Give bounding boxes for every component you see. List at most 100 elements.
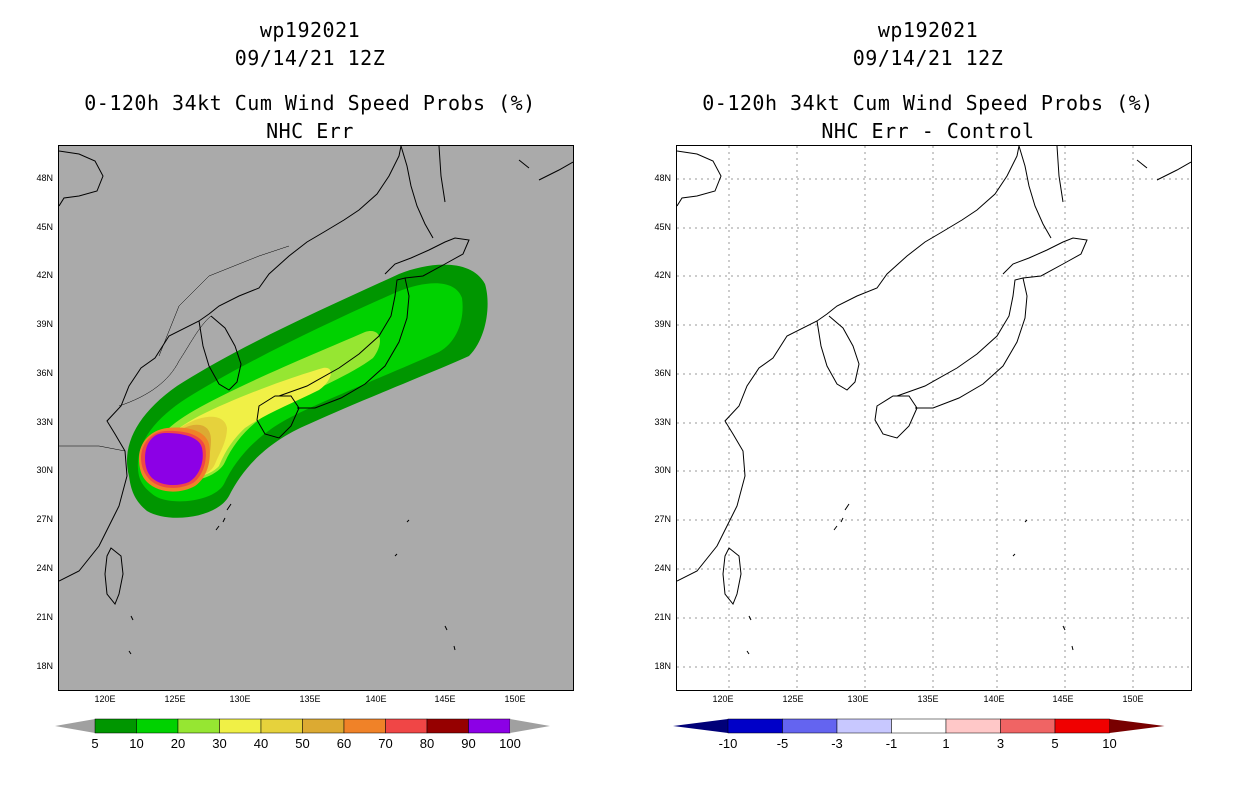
coast-japan-hokkaido [1002, 237, 1088, 279]
left-lat-label-30n: 30N [36, 465, 53, 475]
right-colorbar-swatch-1 [782, 718, 838, 734]
right-colorbar-swatch-5 [1000, 718, 1056, 734]
right-lon-label-145e: 145E [1052, 694, 1074, 704]
right-colorbar [673, 718, 1165, 734]
right-lat-label-42n: 42N [654, 270, 671, 280]
left-lon-label-130e: 130E [229, 694, 251, 704]
right-coastlines [677, 146, 1191, 655]
right-lat-label-48n: 48N [654, 173, 671, 183]
left-colorbar-swatch-6 [343, 718, 386, 734]
left-lat-label-33n: 33N [36, 417, 53, 427]
right-colorbar-label-2: -3 [831, 736, 843, 751]
left-coastlines [59, 146, 573, 655]
left-colorbar-swatch-0 [94, 718, 137, 734]
left-colorbar-label-6: 60 [336, 736, 352, 751]
left-colorbar-label-8: 80 [419, 736, 435, 751]
left-colorbar-label-1: 10 [129, 736, 144, 751]
right-lat-label-30n: 30N [654, 465, 671, 475]
right-colorbar-swatch-3 [891, 718, 947, 734]
left-colorbar-label-9: 90 [461, 736, 476, 751]
coast-japan-kyushu [874, 395, 918, 439]
coast-taiwan [104, 547, 124, 605]
left-lat-label-45n: 45N [36, 222, 53, 232]
coast-japan-honshu [896, 277, 1028, 409]
right-title-datetime: 09/14/21 12Z [852, 46, 1004, 70]
left-title-product: 0-120h 34kt Cum Wind Speed Probs (%) [84, 91, 536, 115]
left-lon-label-145e: 145E [434, 694, 456, 704]
left-colorbar-swatch-4 [260, 718, 303, 734]
right-colorbar-label-7: 10 [1102, 736, 1117, 751]
left-lat-label-27n: 27N [36, 514, 53, 524]
left-colorbar [55, 718, 550, 734]
right-lon-label-135e: 135E [917, 694, 939, 704]
left-map-panel [58, 145, 574, 691]
coast-china-korea [677, 146, 1020, 582]
right-colorbar-swatch-0 [727, 718, 783, 734]
coast-sakhalin-russia [400, 146, 573, 239]
left-map-svg [59, 146, 573, 655]
left-lat-label-21n: 21N [36, 612, 53, 622]
coast-sakhalin-russia [1018, 146, 1191, 239]
right-lat-label-36n: 36N [654, 368, 671, 378]
left-colorbar-low-arrow [55, 719, 95, 733]
left-colorbar-high-arrow [510, 719, 550, 733]
left-lon-label-120e: 120E [94, 694, 116, 704]
right-map-panel [676, 145, 1192, 691]
left-borders [59, 245, 290, 452]
left-title-subtitle: NHC Err [266, 119, 354, 143]
left-colorbar-swatch-3 [219, 718, 262, 734]
left-colorbar-label-2: 20 [170, 736, 186, 751]
right-colorbar-swatch-6 [1054, 718, 1110, 734]
left-lon-label-140e: 140E [365, 694, 387, 704]
coast-japan-hokkaido [384, 237, 470, 279]
coast-taiwan [722, 547, 742, 605]
left-colorbar-swatch-1 [136, 718, 179, 734]
right-lat-label-33n: 33N [654, 417, 671, 427]
coast-islands [128, 503, 456, 655]
coast-islands [746, 503, 1074, 655]
right-lon-label-130e: 130E [847, 694, 869, 704]
left-colorbar-label-10: 100 [499, 736, 521, 751]
coast-korea [198, 315, 242, 391]
left-title-storm-id: wp192021 [259, 18, 361, 42]
left-colorbar-label-3: 30 [212, 736, 227, 751]
right-colorbar-label-0: -10 [718, 736, 738, 751]
left-lat-label-18n: 18N [36, 661, 53, 671]
left-title-datetime: 09/14/21 12Z [234, 46, 386, 70]
left-colorbar-swatch-7 [385, 718, 428, 734]
right-lat-label-24n: 24N [654, 563, 671, 573]
right-lon-label-125e: 125E [782, 694, 804, 704]
right-colorbar-label-4: 1 [942, 736, 950, 751]
right-map-svg [677, 146, 1191, 690]
right-lat-label-18n: 18N [654, 661, 671, 671]
right-colorbar-swatch-2 [836, 718, 892, 734]
left-lat-label-48n: 48N [36, 173, 53, 183]
left-lon-label-125e: 125E [164, 694, 186, 704]
prob-band-100 [145, 433, 203, 486]
right-lat-label-27n: 27N [654, 514, 671, 524]
right-colorbar-swatch-4 [945, 718, 1001, 734]
right-lon-label-140e: 140E [983, 694, 1005, 704]
left-colorbar-swatch-9 [468, 718, 511, 734]
left-colorbar-swatch-8 [426, 718, 469, 734]
right-lat-label-45n: 45N [654, 222, 671, 232]
left-lon-label-150e: 150E [504, 694, 526, 704]
coast-bohai [677, 150, 722, 207]
right-lat-label-21n: 21N [654, 612, 671, 622]
right-lon-label-120e: 120E [712, 694, 734, 704]
right-lon-label-150e: 150E [1122, 694, 1144, 704]
coast-bohai [59, 150, 104, 207]
right-title-subtitle: NHC Err - Control [821, 119, 1035, 143]
left-lon-label-135e: 135E [299, 694, 321, 704]
probability-swath [127, 264, 488, 518]
right-title-product: 0-120h 34kt Cum Wind Speed Probs (%) [702, 91, 1154, 115]
left-lat-label-24n: 24N [36, 563, 53, 573]
right-gridlines [677, 146, 1191, 690]
right-lat-label-39n: 39N [654, 319, 671, 329]
right-colorbar-label-6: 5 [1051, 736, 1059, 751]
right-colorbar-label-1: -5 [776, 736, 789, 751]
left-colorbar-swatch-5 [302, 718, 345, 734]
right-title-storm-id: wp192021 [877, 18, 979, 42]
left-colorbar-label-5: 50 [295, 736, 310, 751]
left-colorbar-swatch-2 [177, 718, 220, 734]
